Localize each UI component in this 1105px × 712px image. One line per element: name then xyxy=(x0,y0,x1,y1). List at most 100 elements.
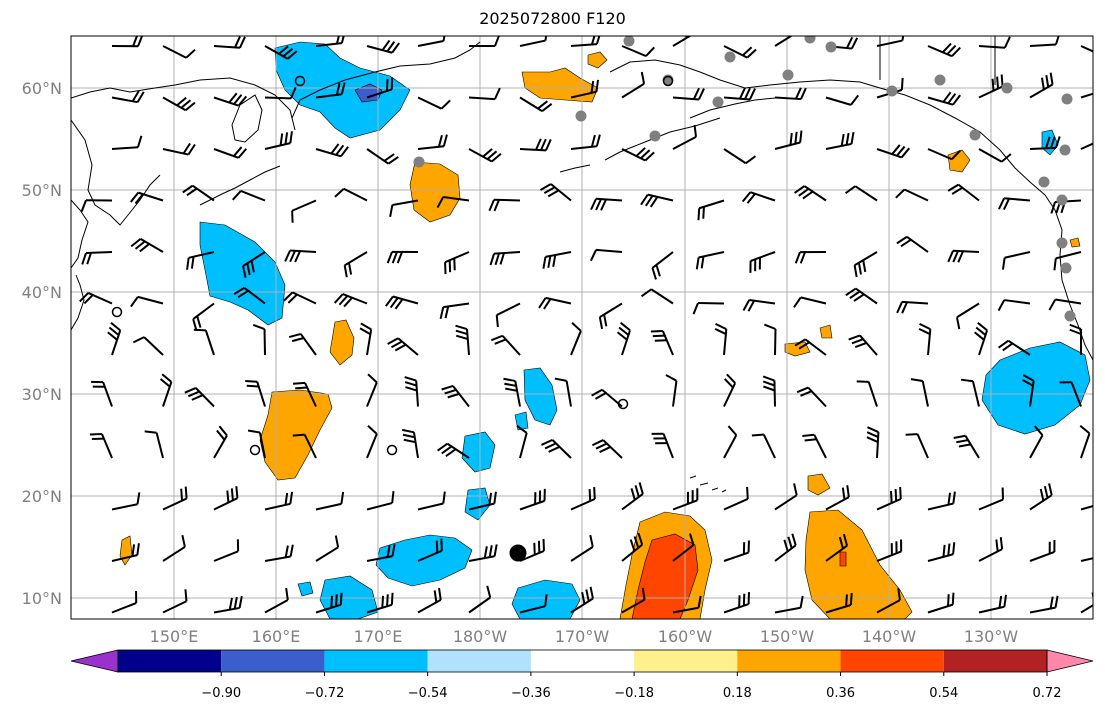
wind-barb xyxy=(503,377,521,407)
wind-barb xyxy=(570,134,601,150)
wind-barb xyxy=(213,36,246,49)
wind-barb xyxy=(468,585,492,614)
wind-barb xyxy=(978,36,1011,49)
wind-barb xyxy=(1029,483,1053,511)
colorbar-segment xyxy=(737,650,841,672)
wind-barb xyxy=(144,430,164,459)
wind-barb xyxy=(794,338,827,356)
wind-barb xyxy=(436,442,470,459)
wind-barb xyxy=(1048,298,1082,311)
wind-barb xyxy=(665,374,678,407)
lat-tick-label: 50°N xyxy=(22,181,62,200)
station-marker xyxy=(782,69,794,81)
wind-barb xyxy=(947,249,980,263)
wind-barb xyxy=(542,251,572,269)
wind-barb xyxy=(774,130,803,150)
wind-barb xyxy=(640,193,674,208)
wind-barb xyxy=(488,198,521,212)
wind-barb xyxy=(233,286,266,305)
colorbar-segment xyxy=(427,650,531,672)
wind-barb xyxy=(955,302,980,330)
wind-barb xyxy=(468,544,498,562)
wind-barb xyxy=(723,540,750,562)
wind-barb xyxy=(385,295,419,310)
wind-barb xyxy=(570,586,594,614)
wind-barb xyxy=(651,432,674,459)
wind-barb xyxy=(193,328,215,356)
wind-barb xyxy=(366,490,395,511)
wind-barb xyxy=(723,45,757,59)
colorbar-tick-label: 0.54 xyxy=(929,686,958,701)
station-marker xyxy=(1064,310,1076,322)
wind-barb xyxy=(1080,557,1093,562)
fill-region xyxy=(1069,237,1081,248)
wind-barb xyxy=(468,491,497,511)
wind-barb xyxy=(315,82,346,99)
lat-tick-label: 60°N xyxy=(22,79,62,98)
wind-barb xyxy=(91,380,113,407)
wind-barb xyxy=(468,148,502,163)
wind-barb xyxy=(621,45,655,57)
wind-barb xyxy=(1029,72,1054,99)
wind-barb xyxy=(774,595,804,614)
wind-barb xyxy=(845,287,878,305)
wind-barb xyxy=(1080,92,1093,99)
wind-barb xyxy=(264,491,294,511)
wind-barb xyxy=(910,378,929,407)
wind-barb xyxy=(621,147,655,162)
wind-barb xyxy=(876,144,911,159)
wind-barb xyxy=(284,249,317,263)
wind-barb xyxy=(366,425,378,459)
wind-barbs xyxy=(79,36,1093,614)
wind-barb xyxy=(264,544,294,562)
wind-barb xyxy=(162,535,186,562)
wind-barb xyxy=(856,380,878,407)
wind-barb xyxy=(389,199,419,217)
wind-barb xyxy=(672,488,699,511)
map-title: 2025072800 F120 xyxy=(479,9,626,28)
wind-barb xyxy=(749,251,776,273)
wind-barb xyxy=(315,592,343,614)
wind-barb xyxy=(247,429,266,459)
wind-barb xyxy=(947,183,980,202)
wind-barb xyxy=(570,36,601,47)
wind-barb xyxy=(672,124,698,150)
wind-barb xyxy=(519,36,548,47)
wind-barb xyxy=(825,485,850,511)
wind-barb xyxy=(111,135,143,150)
wind-barb xyxy=(794,251,827,264)
wind-barb xyxy=(796,386,827,408)
station-marker xyxy=(969,129,981,141)
wind-barb xyxy=(111,36,144,48)
wind-barb xyxy=(774,87,807,101)
lon-tick-label: 130°W xyxy=(964,627,1019,646)
latitude-labels: 60°N 50°N 40°N 30°N 20°N 10°N xyxy=(22,79,62,608)
wind-barb xyxy=(570,322,582,356)
wind-barb xyxy=(896,235,929,253)
wind-barb xyxy=(621,71,646,99)
wind-barb xyxy=(794,185,827,202)
wind-barb xyxy=(978,537,1004,562)
wind-barb xyxy=(417,96,451,110)
wind-barb xyxy=(672,533,695,562)
wind-barb xyxy=(1029,36,1060,47)
station-marker xyxy=(1061,93,1073,105)
station-marker xyxy=(294,75,306,87)
wind-barb xyxy=(825,592,853,614)
wind-barb xyxy=(695,251,725,270)
fill-region xyxy=(807,473,831,496)
wind-barb xyxy=(723,592,751,614)
wind-barb xyxy=(570,534,594,562)
wind-barb xyxy=(825,533,848,562)
wind-barb xyxy=(130,295,164,308)
wind-barb xyxy=(978,594,1008,614)
wind-barb xyxy=(162,486,188,511)
wind-barb xyxy=(79,292,113,305)
wind-barb xyxy=(714,322,728,356)
wind-barb xyxy=(366,77,394,99)
wind-barb xyxy=(927,542,956,562)
wind-barb xyxy=(417,587,442,614)
wind-barb xyxy=(519,594,548,614)
wind-barb xyxy=(159,373,173,407)
wind-barb xyxy=(366,39,400,54)
